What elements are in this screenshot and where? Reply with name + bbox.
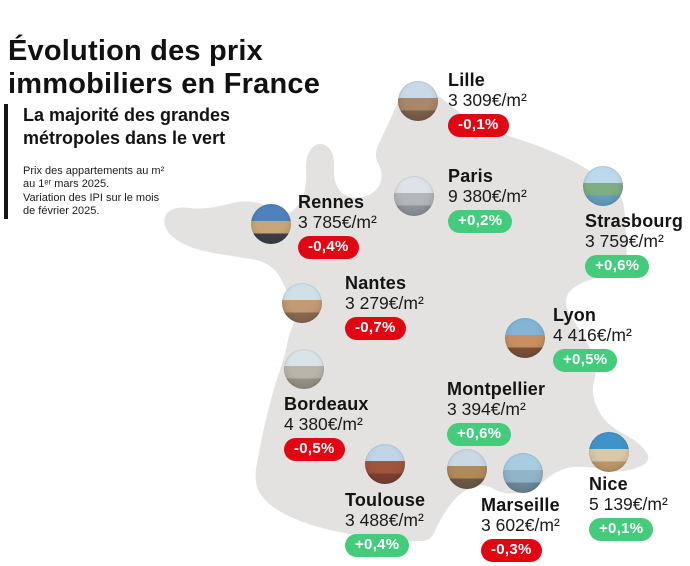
subtitle: La majorité des grandes métropoles dans …	[23, 104, 273, 150]
city-price: 3 488€/m²	[345, 510, 424, 530]
city-price: 3 279€/m²	[345, 293, 424, 313]
lyon-label: Lyon 4 416€/m² +0,5%	[553, 306, 632, 372]
city-name: Lille	[448, 70, 486, 90]
city-price: 9 380€/m²	[448, 186, 527, 206]
strasbourg-label: Strasbourg 3 759€/m² +0,6%	[585, 212, 683, 278]
city-name: Lyon	[553, 305, 597, 325]
montpellier-photo	[447, 449, 487, 489]
marseille-label: Marseille 3 602€/m² -0,3%	[481, 496, 560, 562]
city-variation-badge: +0,6%	[585, 255, 650, 278]
bordeaux-photo	[284, 349, 324, 389]
city-price: 4 416€/m²	[553, 325, 632, 345]
page-title: Évolution des prix immobiliers en France	[8, 35, 320, 101]
city-price: 3 759€/m²	[585, 231, 664, 251]
marseille-photo	[503, 453, 543, 493]
page-title-line2: immobiliers en France	[8, 68, 321, 101]
source-note: Prix des appartements au m² au 1ᵉʳ mars …	[23, 165, 273, 219]
rennes-label: Rennes 3 785€/m² -0,4%	[298, 193, 377, 259]
lyon-photo	[505, 318, 545, 358]
city-price: 3 309€/m²	[448, 90, 527, 110]
city-name: Bordeaux	[284, 394, 369, 414]
city-name: Marseille	[481, 495, 560, 515]
lille-label: Lille 3 309€/m² -0,1%	[448, 71, 527, 137]
france-outline	[164, 84, 649, 542]
city-variation-badge: +0,4%	[345, 534, 410, 557]
city-variation-badge: +0,1%	[589, 518, 654, 541]
city-variation-badge: -0,4%	[298, 236, 359, 259]
subtitle-line2: métropoles dans le vert	[23, 128, 226, 148]
subtitle-line1: La majorité des grandes	[23, 105, 231, 125]
subtitle-block: La majorité des grandes métropoles dans …	[4, 104, 273, 219]
page-title-line1: Évolution des prix	[8, 35, 263, 68]
nice-photo	[589, 432, 629, 472]
source-note-line1: Prix des appartements au m²	[23, 165, 165, 177]
bordeaux-label: Bordeaux 4 380€/m² -0,5%	[284, 395, 369, 461]
city-price: 3 602€/m²	[481, 515, 560, 535]
city-name: Montpellier	[447, 379, 546, 399]
city-price: 5 139€/m²	[589, 494, 668, 514]
lille-photo	[398, 81, 438, 121]
city-name: Toulouse	[345, 490, 426, 510]
city-name: Rennes	[298, 192, 365, 212]
city-price: 3 785€/m²	[298, 212, 377, 232]
source-note-line3: Variation des IPI sur le mois	[23, 191, 160, 204]
toulouse-photo	[365, 444, 405, 484]
nantes-label: Nantes 3 279€/m² -0,7%	[345, 274, 424, 340]
city-variation-badge: +0,6%	[447, 423, 512, 446]
city-name: Nantes	[345, 273, 407, 293]
city-price: 3 394€/m²	[447, 399, 526, 419]
rennes-photo	[251, 204, 291, 244]
city-variation-badge: +0,2%	[448, 210, 513, 233]
city-variation-badge: -0,1%	[448, 114, 509, 137]
city-variation-badge: -0,3%	[481, 539, 542, 562]
nantes-photo	[282, 283, 322, 323]
city-price: 4 380€/m²	[284, 414, 363, 434]
city-name: Paris	[448, 166, 494, 186]
nice-label: Nice 5 139€/m² +0,1%	[589, 475, 668, 541]
paris-label: Paris 9 380€/m² +0,2%	[448, 167, 527, 233]
city-variation-badge: -0,7%	[345, 317, 406, 340]
source-note-line2: au 1ᵉʳ mars 2025.	[23, 178, 110, 191]
source-note-line4: de février 2025.	[23, 205, 100, 218]
montpellier-label: Montpellier 3 394€/m² +0,6%	[447, 380, 545, 446]
city-name: Nice	[589, 474, 628, 494]
city-name: Strasbourg	[585, 211, 684, 231]
strasbourg-photo	[583, 166, 623, 206]
paris-photo	[394, 176, 434, 216]
city-variation-badge: +0,5%	[553, 349, 618, 372]
toulouse-label: Toulouse 3 488€/m² +0,4%	[345, 491, 425, 557]
city-variation-badge: -0,5%	[284, 438, 345, 461]
